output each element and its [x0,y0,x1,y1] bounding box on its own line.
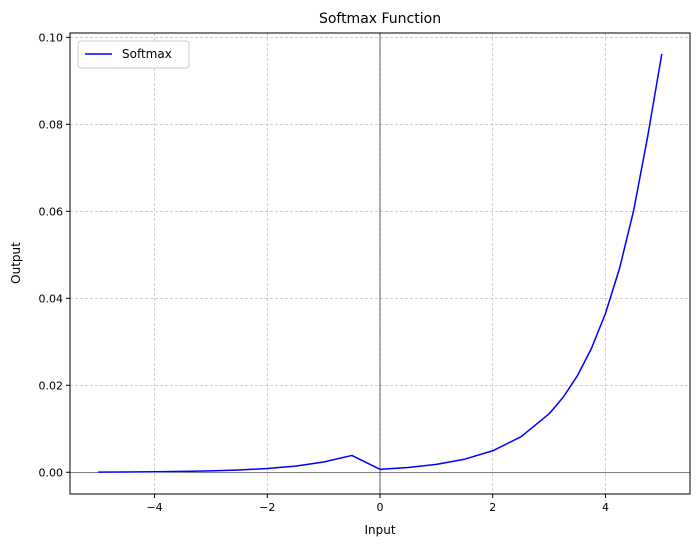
legend-box [77,40,190,69]
series-layer [98,53,663,473]
series-line-softmax [98,53,663,473]
x-tick-label: −4 [146,501,162,514]
legend: Softmax [77,40,190,69]
x-axis-title: Input [364,523,395,537]
y-tick-label: 0.10 [39,31,64,44]
y-axis-title: Output [9,242,23,284]
x-tick-label: 0 [377,501,384,514]
chart-title: Softmax Function [319,11,441,27]
y-tick-label: 0.08 [39,118,64,131]
y-tick-label: 0.06 [39,205,64,218]
y-tick-label: 0.04 [39,292,64,305]
x-tick-label: 4 [602,501,609,514]
y-tick-label: 0.02 [39,379,64,392]
y-tick-label: 0.00 [39,466,64,479]
legend-label-softmax: Softmax [122,47,172,61]
x-axis-ticks: −4 −2 0 2 4 [146,494,609,514]
x-tick-label: 2 [489,501,496,514]
y-axis-ticks: 0.00 0.02 0.04 0.06 0.08 0.10 [39,31,70,479]
x-tick-label: −2 [259,501,275,514]
